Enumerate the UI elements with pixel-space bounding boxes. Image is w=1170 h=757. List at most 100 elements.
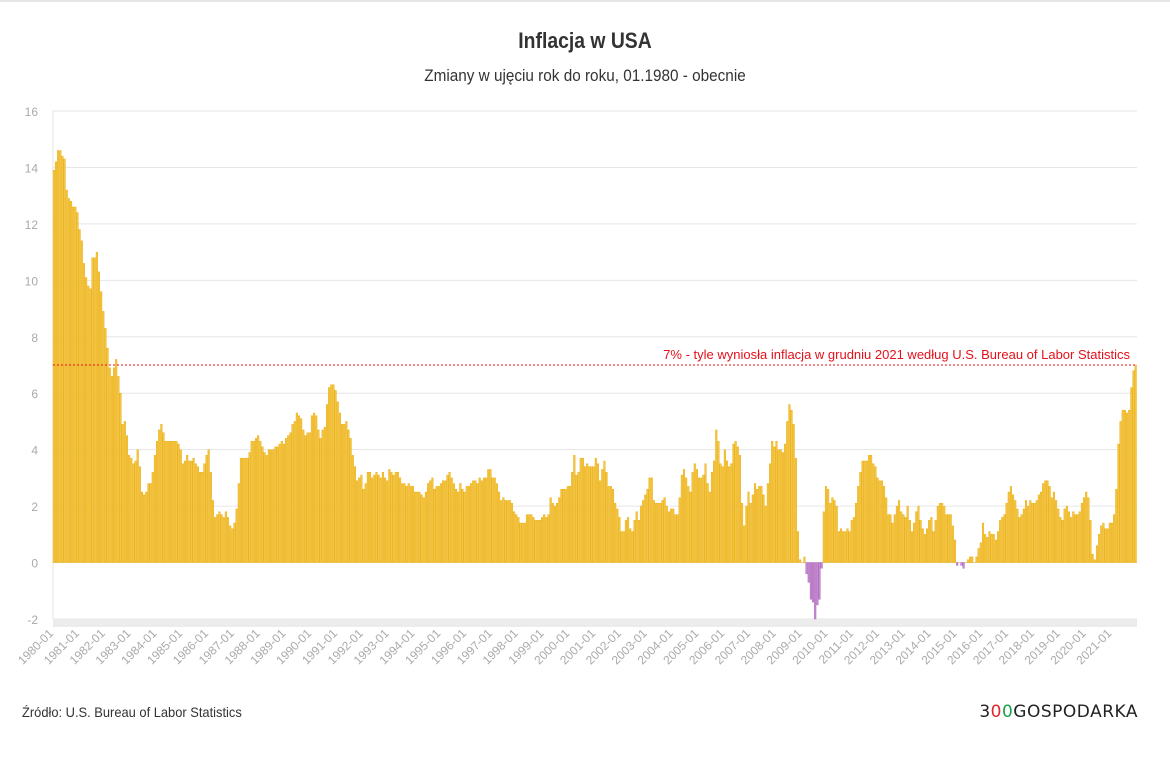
- bar: [1090, 520, 1092, 562]
- bar: [621, 532, 623, 563]
- bar: [978, 548, 980, 562]
- bar: [384, 478, 386, 563]
- bar: [470, 484, 472, 563]
- bar: [253, 441, 255, 562]
- bar: [367, 472, 369, 562]
- bar: [703, 475, 705, 562]
- bar: [795, 458, 797, 562]
- bar: [199, 472, 201, 562]
- bar: [479, 478, 481, 563]
- bar: [774, 447, 776, 563]
- bar: [311, 416, 313, 563]
- bar: [361, 475, 363, 562]
- bar: [647, 489, 649, 562]
- bar: [113, 368, 115, 563]
- bar: [636, 512, 638, 563]
- bar: [528, 515, 530, 563]
- bar: [1025, 500, 1027, 562]
- bar: [793, 424, 795, 562]
- bar: [737, 447, 739, 563]
- bar: [68, 198, 70, 562]
- bar: [765, 506, 767, 562]
- bar: [481, 481, 483, 563]
- bar: [475, 481, 477, 563]
- bar: [597, 464, 599, 563]
- bar: [135, 461, 137, 563]
- bar: [937, 506, 939, 562]
- bar: [819, 563, 821, 600]
- bar: [799, 560, 801, 563]
- bar: [1008, 492, 1010, 563]
- bar: [946, 515, 948, 563]
- bar: [941, 503, 943, 562]
- bar: [1085, 492, 1087, 563]
- bar: [931, 517, 933, 562]
- bar: [1072, 512, 1074, 563]
- bar: [115, 359, 117, 562]
- bar: [262, 447, 264, 563]
- bar: [780, 450, 782, 563]
- bar: [530, 515, 532, 563]
- bar: [595, 458, 597, 562]
- bar: [541, 517, 543, 562]
- bar: [494, 478, 496, 563]
- y-tick-label: -2: [27, 613, 38, 627]
- bar: [109, 368, 111, 563]
- bar: [232, 529, 234, 563]
- bar: [558, 498, 560, 563]
- x-axis-band: [53, 619, 1137, 627]
- bar: [660, 503, 662, 562]
- bar: [1083, 498, 1085, 563]
- bar: [337, 402, 339, 563]
- bar: [986, 537, 988, 562]
- bar: [907, 506, 909, 562]
- bar: [268, 450, 270, 563]
- bar: [216, 515, 218, 563]
- bar: [330, 385, 332, 563]
- bar: [277, 447, 279, 563]
- bar: [948, 515, 950, 563]
- bar: [1006, 503, 1008, 562]
- bar: [956, 563, 958, 566]
- bar: [1014, 500, 1016, 562]
- bar: [77, 213, 79, 563]
- bar: [225, 512, 227, 563]
- bar: [1068, 512, 1070, 563]
- y-tick-label: 16: [25, 105, 39, 119]
- bar: [447, 475, 449, 562]
- bar: [655, 503, 657, 562]
- bar: [606, 472, 608, 562]
- bar: [696, 469, 698, 562]
- bar: [1075, 515, 1077, 563]
- bar: [90, 289, 92, 563]
- bar: [483, 478, 485, 563]
- bar: [485, 478, 487, 563]
- bar: [976, 557, 978, 563]
- bar: [244, 458, 246, 562]
- bar: [81, 241, 83, 563]
- bar: [591, 467, 593, 563]
- x-axis-ticks: 1980-011981-011982-011983-011984-011985-…: [15, 626, 1114, 667]
- bar: [952, 526, 954, 563]
- bar: [328, 388, 330, 563]
- bar: [266, 455, 268, 562]
- bar: [849, 532, 851, 563]
- bar: [348, 430, 350, 563]
- bar: [315, 416, 317, 563]
- bar: [229, 526, 231, 563]
- bar: [817, 563, 819, 605]
- bar: [1021, 515, 1023, 563]
- bar: [860, 472, 862, 562]
- bar: [872, 464, 874, 563]
- bar: [55, 162, 57, 563]
- bar: [657, 503, 659, 562]
- bar: [477, 484, 479, 563]
- bar: [1100, 526, 1102, 563]
- bar: [767, 484, 769, 563]
- bar: [855, 503, 857, 562]
- bar: [664, 498, 666, 563]
- bar: [1092, 554, 1094, 562]
- bar: [750, 503, 752, 562]
- bar: [186, 455, 188, 562]
